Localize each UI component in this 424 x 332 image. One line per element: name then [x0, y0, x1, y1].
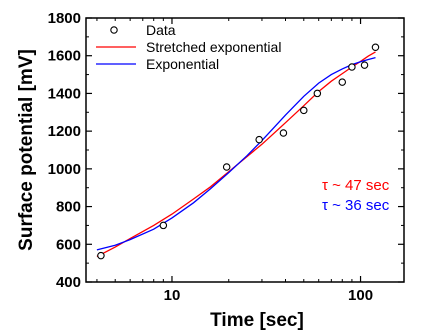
y-tick-label: 400: [56, 274, 81, 291]
series-line-1: [96, 51, 376, 258]
data-point: [222, 163, 231, 171]
data-point: [97, 251, 105, 260]
data-point: [279, 129, 288, 137]
y-tick-label: 800: [56, 199, 81, 216]
y-tick-label: 1400: [48, 85, 81, 102]
legend-label: Exponential: [146, 56, 219, 72]
legend-label: Data: [146, 22, 176, 38]
y-tick-label: 1000: [48, 161, 81, 178]
x-tick-label: 100: [348, 287, 373, 304]
data-point: [338, 78, 347, 86]
x-axis-title: Time [sec]: [210, 310, 304, 331]
data-point: [348, 63, 356, 71]
legend-marker: [110, 26, 118, 34]
data-point: [371, 43, 380, 51]
y-tick-label: 600: [56, 236, 81, 253]
data-point: [159, 221, 168, 230]
y-tick-label: 1800: [48, 10, 81, 27]
x-tick-label: 10: [164, 287, 181, 304]
y-tick-label: 1200: [48, 123, 81, 140]
y-tick-label: 1600: [48, 48, 81, 65]
data-point: [255, 135, 263, 144]
data-point: [300, 106, 308, 115]
plot-frame: [85, 17, 405, 283]
legend-label: Stretched exponential: [146, 39, 281, 55]
y-axis-title: Surface potential [mV]: [16, 49, 37, 251]
tau-annotation: τ ~ 36 sec: [322, 197, 390, 214]
tau-annotation: τ ~ 47 sec: [322, 177, 390, 194]
data-point: [360, 61, 369, 69]
series-line-2: [96, 56, 376, 251]
data-point: [313, 89, 322, 98]
